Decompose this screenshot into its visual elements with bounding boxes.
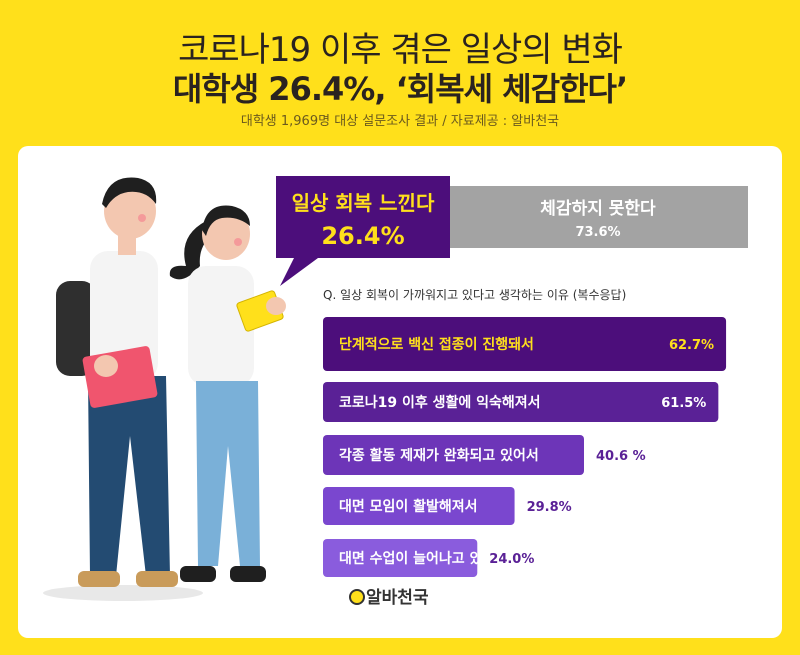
bar-5	[323, 539, 478, 577]
logo-text: 알바천국	[366, 588, 429, 608]
bar-value-4: 29.8%	[527, 500, 572, 515]
no-recovery-label: 체감하지 못한다	[540, 199, 656, 219]
bar-label-1: 단계적으로 백신 접종이 진행돼서	[339, 336, 534, 353]
bar-label-2: 코로나19 이후 생활에 익숙해져서	[339, 394, 541, 411]
recovery-label: 일상 회복 느낀다	[292, 191, 435, 215]
speech-bubble	[276, 176, 450, 286]
bar-label-3: 각종 활동 제재가 완화되고 있어서	[339, 447, 539, 464]
question-text: Q. 일상 회복이 가까워지고 있다고 생각하는 이유 (복수응답)	[323, 288, 626, 302]
male-student-illustration	[43, 177, 203, 601]
bee-icon	[349, 589, 365, 605]
no-recovery-bar	[448, 186, 748, 248]
bar-label-4: 대면 모임이 활발해져서	[339, 498, 478, 515]
albachunkuk-logo: 알바천국	[349, 588, 429, 608]
summary-chart: 체감하지 못한다 73.6% 일상 회복 느낀다 26.4%	[276, 176, 748, 286]
bar-4	[323, 487, 515, 525]
bar-label-5: 대면 수업이 늘어나고 있어서	[339, 550, 508, 567]
bar-2	[323, 382, 719, 422]
bar-3	[323, 435, 584, 475]
content-card: 체감하지 못한다 73.6% 일상 회복 느낀다 26.4% Q. 일상 회복이…	[18, 146, 782, 638]
page-title-line2: 대학생 26.4%, ‘회복세 체감한다’	[172, 70, 628, 108]
page-title-line1: 코로나19 이후 겪은 일상의 변화	[178, 30, 623, 70]
reasons-bar-chart: 단계적으로 백신 접종이 진행돼서 62.7% 코로나19 이후 생활에 익숙해져서…	[323, 317, 727, 577]
bar-value-2: 61.5%	[661, 396, 706, 411]
no-recovery-value: 73.6%	[575, 225, 620, 240]
infographic-canvas: 체감하지 못한다 73.6% 일상 회복 느낀다 26.4% Q. 일상 회복이…	[43, 176, 748, 608]
page-subtitle: 대학생 1,969명 대상 설문조사 결과 / 자료제공 : 알바천국	[240, 114, 560, 129]
recovery-value: 26.4%	[321, 222, 404, 250]
bar-value-1: 62.7%	[669, 338, 714, 353]
bar-value-3: 40.6 %	[596, 449, 646, 464]
bar-1	[323, 317, 727, 371]
bar-value-5: 24.0%	[489, 552, 534, 567]
female-student-illustration	[169, 205, 286, 582]
